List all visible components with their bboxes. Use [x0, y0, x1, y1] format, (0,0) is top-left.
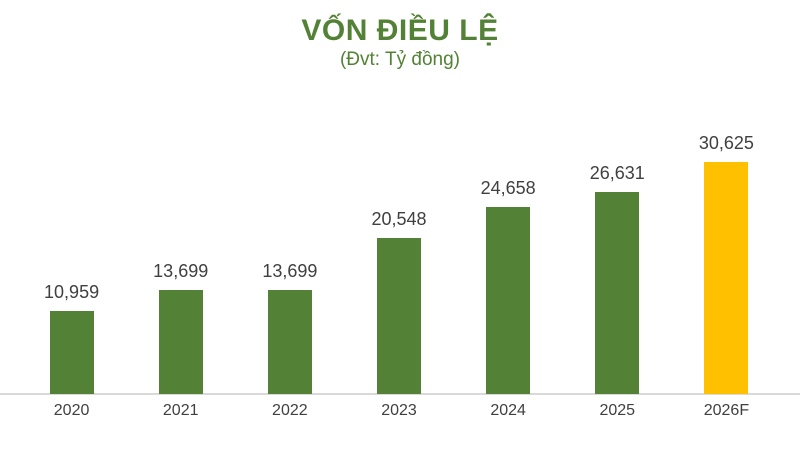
- chart-column: 13,699 2021: [126, 0, 235, 452]
- bar-2026F: [704, 162, 749, 394]
- x-axis-label: 2021: [162, 402, 199, 419]
- x-axis-label: 2024: [490, 402, 526, 419]
- chart-header: VỐN ĐIỀU LỆ (Đvt: Tỷ đồng): [0, 14, 800, 71]
- chart-column: 26,631 2025: [563, 0, 672, 452]
- chart-column: 24,658 2024: [454, 0, 563, 452]
- bar-series: 10,959 2020 13,699 2021 13,699 2022 20,548 2023…: [17, 0, 781, 452]
- bar-2022: [267, 290, 312, 394]
- x-axis-label: 2025: [599, 402, 636, 419]
- x-axis-label: 2026F: [703, 402, 750, 419]
- bar-value-label: 24,658: [480, 178, 536, 198]
- bar-2020: [49, 311, 94, 394]
- bar-value-label: 13,699: [262, 261, 318, 281]
- chart-subtitle: (Đvt: Tỷ đồng): [339, 48, 461, 70]
- x-axis-label: 2023: [381, 402, 417, 419]
- bar-value-label: 20,548: [371, 209, 427, 229]
- bar-value-label: 10,959: [44, 282, 100, 302]
- chart-column: 30,625 2026F: [672, 0, 781, 452]
- chart-column: 13,699 2022: [235, 0, 344, 452]
- x-axis-line: [0, 393, 800, 395]
- x-axis-label: 2022: [272, 402, 308, 419]
- bar-value-label: 26,631: [589, 163, 645, 183]
- bar-value-label: 13,699: [153, 261, 209, 281]
- bar-2024: [486, 207, 531, 394]
- bar-2025: [595, 192, 640, 394]
- bar-2021: [158, 290, 203, 394]
- x-axis-label: 2020: [53, 402, 90, 419]
- chart-column: 10,959 2020: [17, 0, 126, 452]
- bar-2023: [376, 238, 421, 394]
- chart-title: VỐN ĐIỀU LỆ: [301, 14, 499, 47]
- chart-column: 20,548 2023: [344, 0, 453, 452]
- bar-value-label: 30,625: [698, 133, 754, 153]
